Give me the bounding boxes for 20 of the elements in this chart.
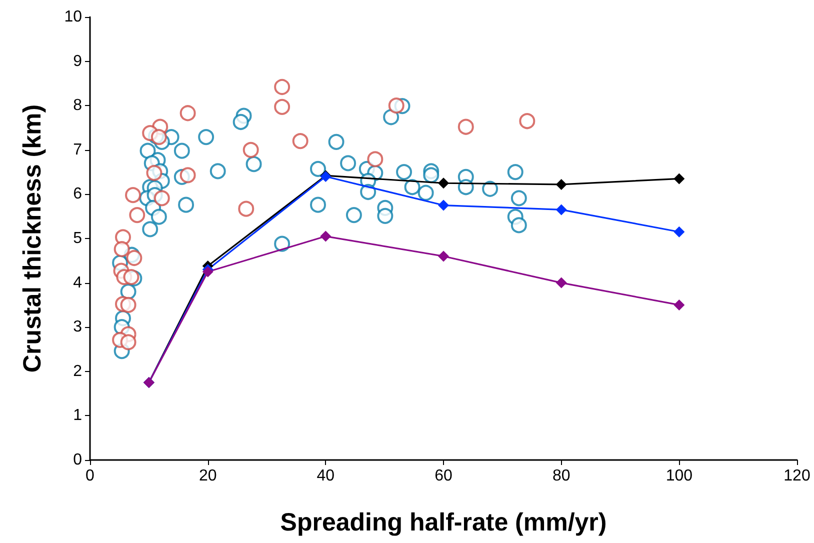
y-tick-label: 8 [73, 97, 82, 114]
x-tick-label: 60 [434, 468, 452, 484]
x-tick-label: 40 [316, 468, 335, 484]
x-tick-label: 80 [552, 468, 570, 484]
x-tick-label: 20 [198, 468, 217, 484]
y-tick-label: 3 [73, 318, 82, 336]
y-tick-label: 4 [73, 274, 82, 292]
y-tick-label: 7 [73, 141, 82, 158]
y-tick-label: 6 [73, 186, 82, 203]
y-tick-label: 5 [73, 230, 82, 247]
y-tick-label: 0 [73, 452, 82, 468]
x-tick-label: 120 [784, 468, 810, 484]
y-tick-label: 1 [73, 407, 82, 424]
x-axis-title: Spreading half-rate (mm/yr) [280, 508, 607, 536]
x-tick-label: 0 [86, 468, 95, 484]
y-tick-label: 2 [73, 362, 82, 380]
x-tick-label: 100 [666, 468, 693, 484]
y-axis-title: Crustal thickness (km) [18, 104, 46, 373]
y-tick-label: 9 [73, 52, 82, 70]
y-tick-label: 10 [64, 8, 82, 26]
